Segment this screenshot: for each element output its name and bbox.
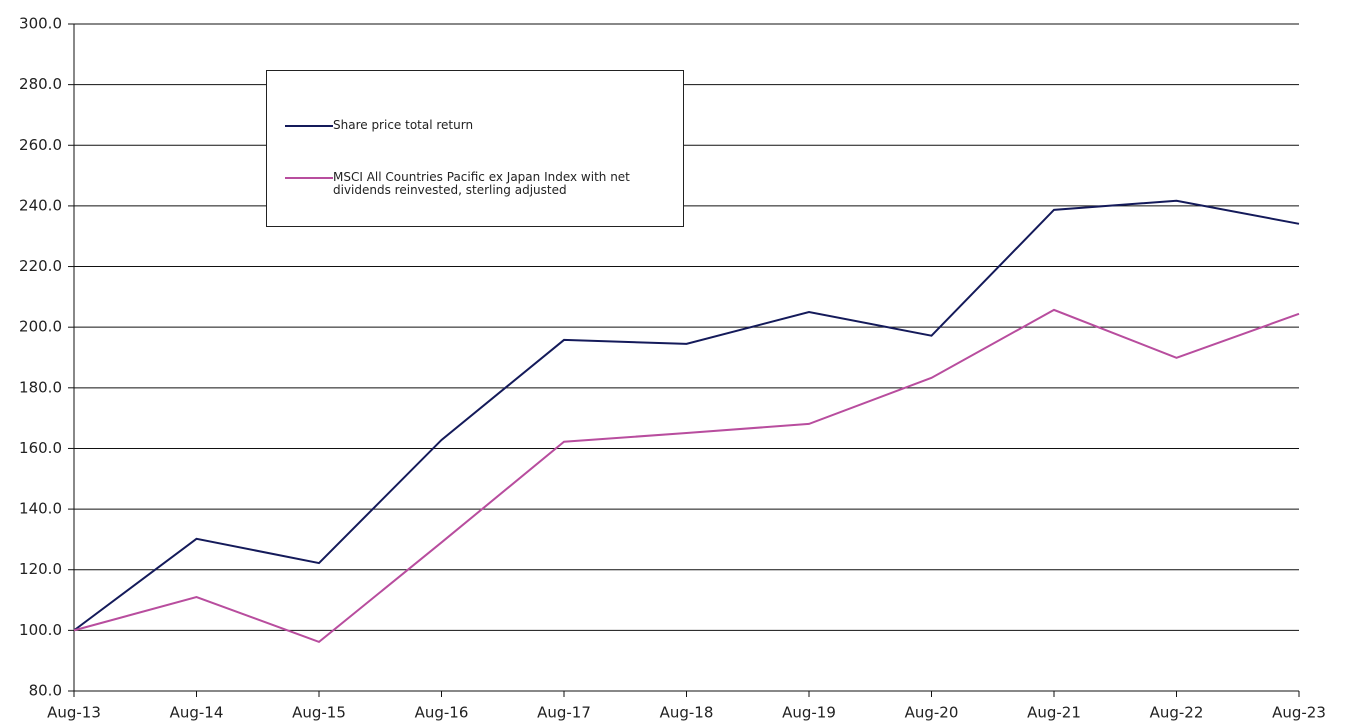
x-tick-label: Aug-18: [660, 704, 714, 722]
x-tick-label: Aug-17: [537, 704, 591, 722]
y-tick-label: 180.0: [19, 378, 62, 396]
x-tick-label: Aug-13: [47, 704, 101, 722]
y-tick-label: 80.0: [29, 682, 62, 700]
y-tick-label: 220.0: [19, 257, 62, 275]
x-tick-label: Aug-14: [170, 704, 224, 722]
y-tick-label: 120.0: [19, 560, 62, 578]
x-tick-label: Aug-23: [1272, 704, 1326, 722]
y-tick-label: 100.0: [19, 621, 62, 639]
y-tick-label: 160.0: [19, 439, 62, 457]
legend-swatch: [285, 125, 333, 127]
x-tick-label: Aug-22: [1150, 704, 1204, 722]
x-tick-label: Aug-16: [415, 704, 469, 722]
y-tick-label: 280.0: [19, 75, 62, 93]
x-tick-label: Aug-21: [1027, 704, 1081, 722]
x-tick-label: Aug-15: [292, 704, 346, 722]
legend-label: MSCI All Countries Pacific ex Japan Inde…: [333, 170, 630, 197]
x-tick-label: Aug-20: [905, 704, 959, 722]
y-tick-label: 260.0: [19, 136, 62, 154]
legend-entry: Share price total return: [285, 119, 673, 132]
legend-label: Share price total return: [333, 118, 474, 132]
legend-entry: MSCI All Countries Pacific ex Japan Inde…: [285, 171, 673, 197]
y-tick-label: 300.0: [19, 15, 62, 33]
y-tick-label: 140.0: [19, 500, 62, 518]
series-line: [73, 308, 1300, 644]
legend: Share price total return MSCI All Countr…: [266, 70, 684, 227]
x-tick-label: Aug-19: [782, 704, 836, 722]
series-line: [73, 199, 1300, 632]
y-tick-label: 240.0: [19, 196, 62, 214]
legend-swatch: [285, 177, 333, 179]
y-tick-label: 200.0: [19, 318, 62, 336]
